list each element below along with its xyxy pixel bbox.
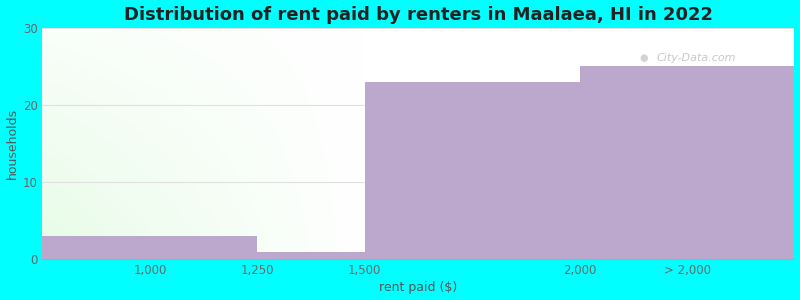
Title: Distribution of rent paid by renters in Maalaea, HI in 2022: Distribution of rent paid by renters in … — [124, 6, 713, 24]
Y-axis label: households: households — [6, 108, 18, 179]
Bar — [365, 82, 579, 260]
Text: City-Data.com: City-Data.com — [657, 53, 737, 63]
Bar — [42, 236, 258, 260]
Bar — [579, 67, 794, 260]
Bar — [258, 252, 365, 260]
X-axis label: rent paid ($): rent paid ($) — [379, 281, 458, 294]
Text: ●: ● — [640, 53, 648, 63]
